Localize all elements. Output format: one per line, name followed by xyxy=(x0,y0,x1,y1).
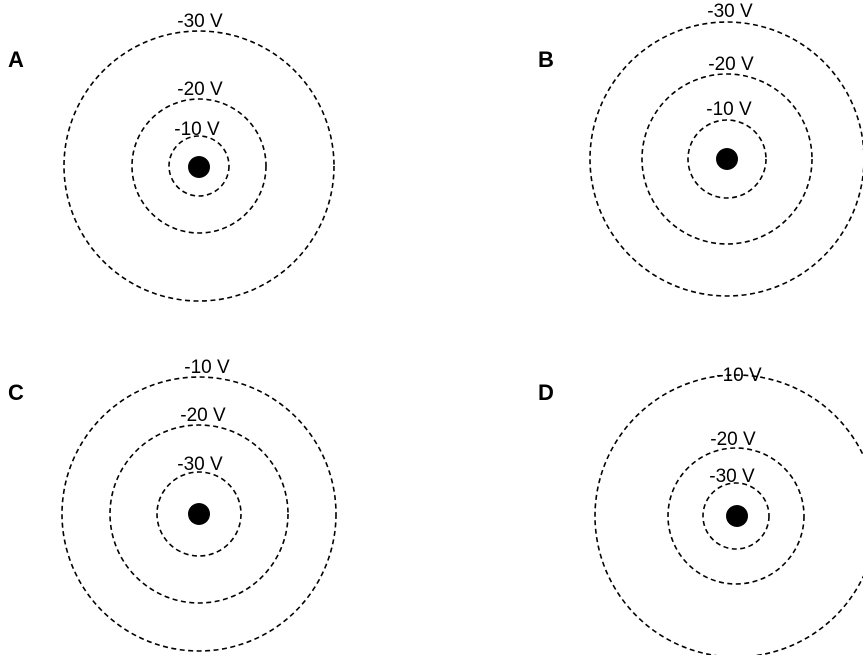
ring-label: -10 V xyxy=(716,365,762,386)
ring-label: -20 V xyxy=(180,405,226,426)
point-charge xyxy=(726,505,748,527)
panel-c: C -10 V -20 V -30 V xyxy=(8,357,337,652)
ring-label: -10 V xyxy=(706,99,752,120)
panel-letter: C xyxy=(8,380,24,405)
ring-label: -30 V xyxy=(709,466,755,487)
panel-letter: B xyxy=(538,47,554,72)
equipotential-ring-middle xyxy=(667,447,805,585)
equipotential-ring-inner xyxy=(156,471,242,557)
equipotential-ring-inner xyxy=(168,135,230,197)
point-charge xyxy=(716,148,738,170)
equipotential-ring-outer xyxy=(589,21,863,297)
ring-label: -20 V xyxy=(177,79,223,100)
panel-letter: A xyxy=(8,47,24,72)
panel-b: B -30 V -20 V -10 V xyxy=(538,1,863,297)
ring-label: -30 V xyxy=(177,454,223,475)
equipotential-ring-inner xyxy=(687,119,767,199)
panel-d: D -10 V -20 V -30 V xyxy=(538,365,863,655)
ring-label: -20 V xyxy=(708,54,754,75)
panel-a: A -30 V -20 V -10 V xyxy=(8,11,335,302)
panel-letter: D xyxy=(538,380,554,405)
equipotential-ring-outer xyxy=(61,376,337,652)
point-charge xyxy=(188,503,210,525)
equipotential-ring-middle xyxy=(109,424,289,604)
point-charge xyxy=(188,156,210,178)
ring-label: -30 V xyxy=(707,1,753,22)
equipotential-ring-outer xyxy=(63,30,335,302)
ring-label: -10 V xyxy=(184,357,230,378)
equipotential-ring-inner xyxy=(702,482,770,550)
ring-label: -20 V xyxy=(710,429,756,450)
equipotential-ring-middle xyxy=(131,98,267,234)
equipotential-ring-outer xyxy=(594,374,863,655)
ring-label: -10 V xyxy=(174,119,220,140)
ring-label: -30 V xyxy=(177,11,223,32)
equipotential-ring-middle xyxy=(641,73,813,245)
